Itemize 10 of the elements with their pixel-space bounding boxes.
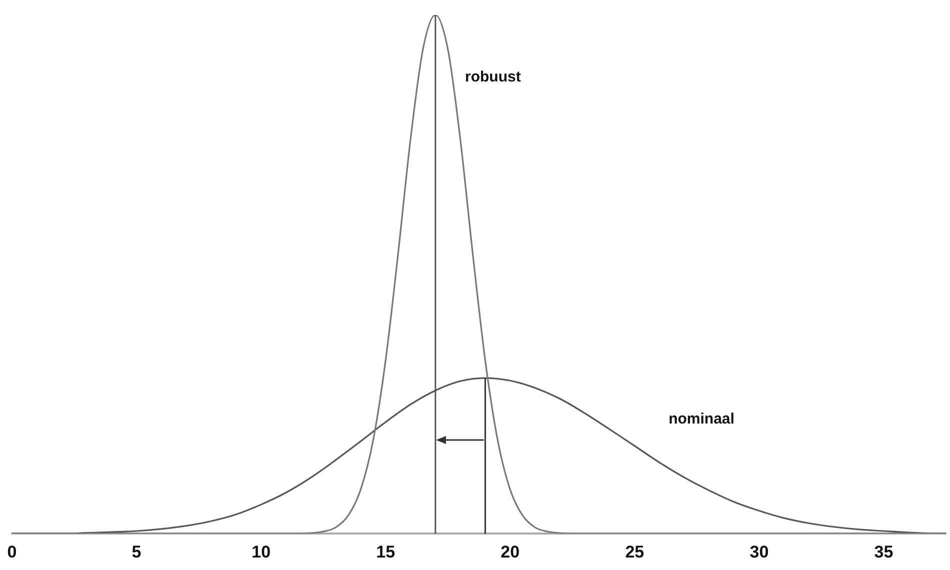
- x-tick-label: 10: [252, 542, 271, 562]
- x-tick-label: 15: [376, 542, 396, 562]
- text: nominaal: [668, 410, 734, 428]
- series-label: robuust: [464, 68, 521, 86]
- x-tick-label: 30: [750, 542, 769, 562]
- x-tick-label: 35: [874, 542, 894, 562]
- x-tick-label: 5: [132, 542, 142, 562]
- x-tick-label: 0: [7, 542, 17, 562]
- x-tick-label: 25: [625, 542, 644, 562]
- x-tick-label: 20: [500, 542, 520, 562]
